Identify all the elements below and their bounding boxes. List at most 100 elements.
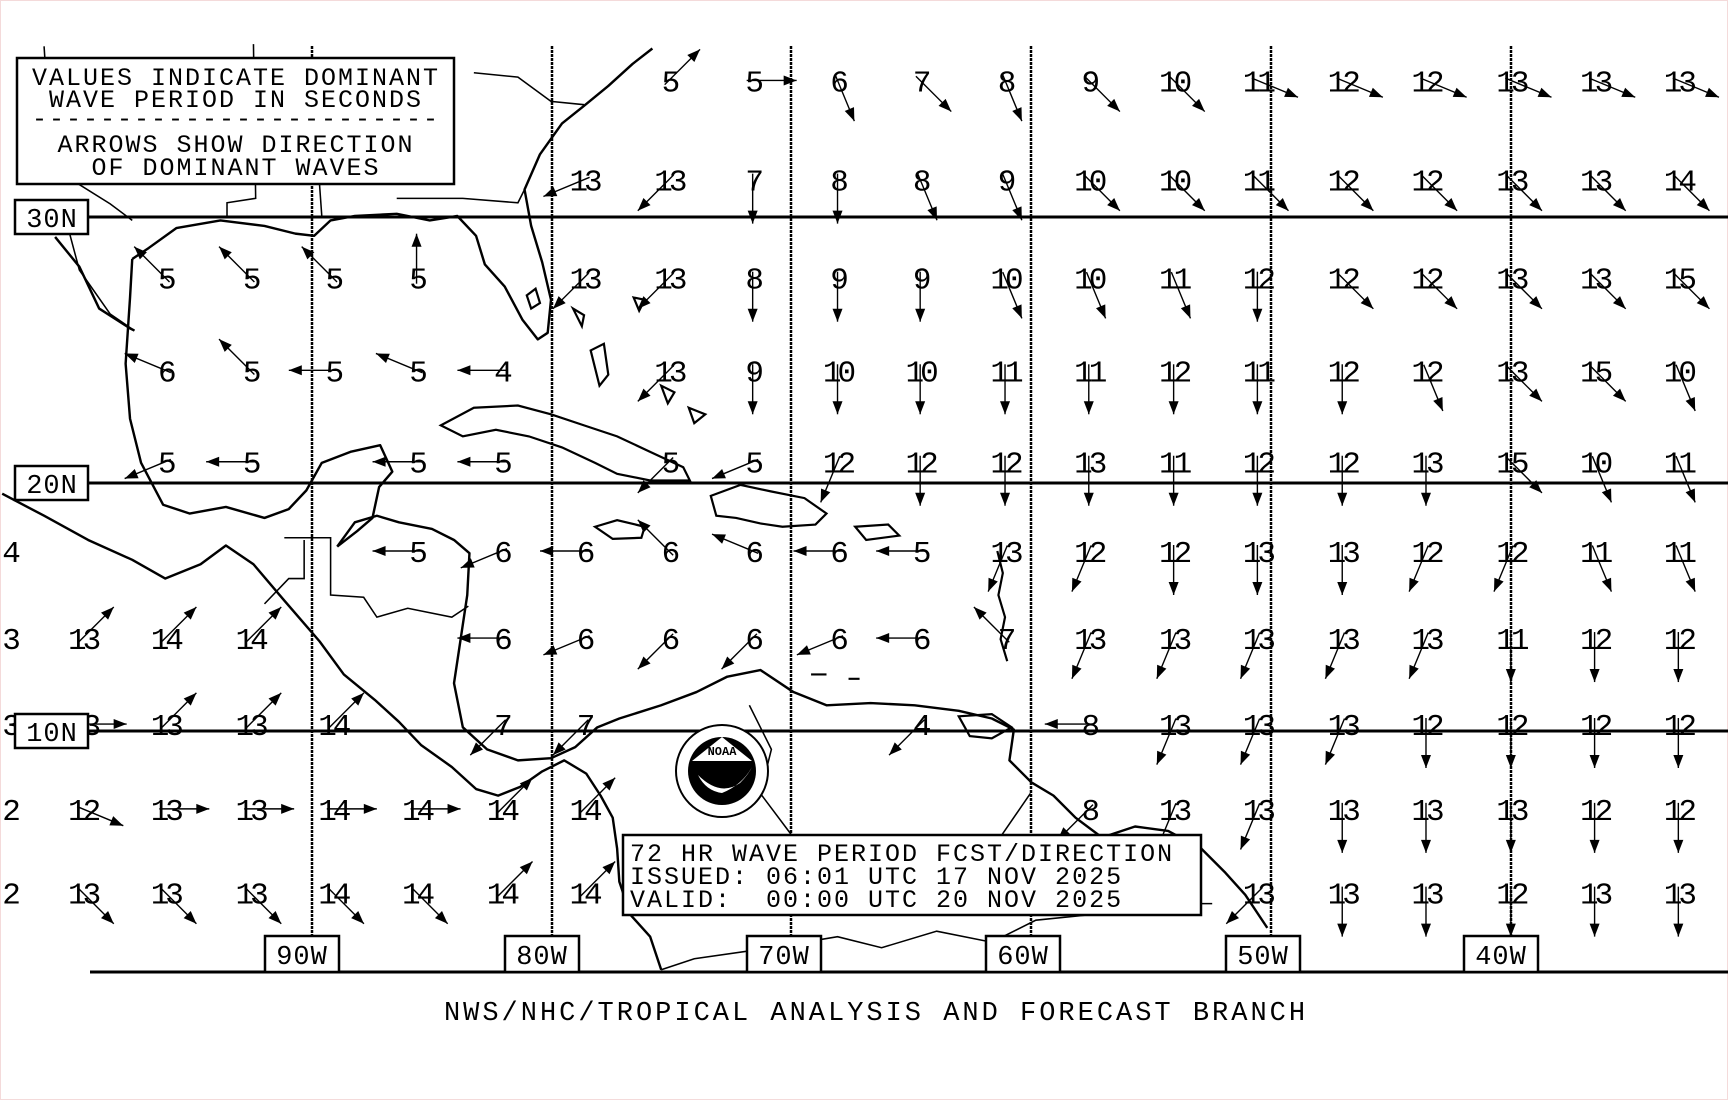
wave-cell: 2	[2, 879, 23, 914]
wave-period-value: 13	[1664, 66, 1696, 101]
wave-period-value: 11	[1074, 356, 1107, 391]
wave-direction-arrow-head	[1337, 582, 1348, 595]
wave-direction-arrow-head	[1409, 577, 1419, 592]
wave-period-value: 7	[745, 166, 762, 201]
wave-direction-arrow-head	[1505, 923, 1516, 937]
wave-period-value: 13	[1243, 624, 1275, 659]
wave-period-value: 7	[494, 710, 511, 745]
wave-period-value: 5	[243, 356, 260, 391]
wave-period-value: 13	[1159, 624, 1191, 659]
wave-direction-arrow-head	[844, 107, 855, 122]
wave-direction-arrow-head	[288, 365, 302, 376]
wave-period-value: 12	[1411, 166, 1443, 201]
wave-direction-arrow-head	[973, 606, 987, 620]
wave-period-value: 12	[68, 795, 100, 830]
wave-direction-arrow-head	[351, 692, 364, 706]
wave-direction-arrow-head	[637, 388, 651, 402]
wave-period-value: 5	[409, 264, 426, 299]
wave-period-value: 5	[494, 448, 511, 483]
wave-direction-arrow-head	[889, 742, 902, 756]
wave-period-value: 12	[1328, 448, 1360, 483]
wave-period-value: 13	[1159, 710, 1191, 745]
wave-direction-arrow-head	[543, 645, 558, 655]
wave-period-value: 12	[1159, 537, 1191, 572]
wave-period-value: 12	[1328, 166, 1360, 201]
wave-direction-arrow-head	[915, 492, 926, 506]
wave-period-value: 5	[325, 264, 342, 299]
wave-direction-arrow-head	[1226, 911, 1239, 924]
wave-direction-arrow-head	[1071, 577, 1082, 592]
wave-period-value: 12	[1664, 710, 1696, 745]
wave-cell: 3	[2, 624, 23, 659]
wave-direction-arrow-head	[1337, 923, 1348, 937]
wave-period-value: 12	[990, 448, 1022, 483]
wave-direction-arrow-head	[1107, 98, 1120, 112]
wave-period-value: 13	[151, 879, 183, 914]
wave-period-value: 7	[913, 66, 930, 101]
wave-period-value: 14	[318, 710, 351, 745]
wave-direction-arrow-head	[124, 468, 139, 479]
wave-direction-arrow-head	[268, 606, 282, 620]
wave-direction-arrow-head	[447, 803, 461, 814]
wave-period-value: 5	[409, 537, 426, 572]
wave-period-value: 2	[2, 795, 19, 830]
wave-direction-arrow-head	[602, 861, 616, 875]
wave-period-value: 9	[745, 356, 762, 391]
wave-period-value: 13	[236, 710, 268, 745]
wave-period-value: 13	[1243, 537, 1275, 572]
wave-period-value: 12	[1074, 537, 1106, 572]
wave-period-value: 5	[243, 448, 260, 483]
wave-period-value: 14	[569, 879, 602, 914]
wave-direction-arrow-head	[1452, 87, 1467, 98]
wave-period-value: 13	[1159, 795, 1191, 830]
wave-direction-arrow-head	[460, 558, 475, 568]
wave-period-value: 13	[1411, 448, 1443, 483]
wave-period-value: 13	[236, 879, 268, 914]
wave-period-value: 12	[1159, 356, 1191, 391]
wave-period-value: 13	[1411, 624, 1443, 659]
wave-direction-arrow-head	[1252, 492, 1263, 506]
wave-direction-arrow-head	[1420, 492, 1431, 506]
wave-period-value: 13	[1411, 879, 1443, 914]
wave-period-value: 12	[1580, 624, 1612, 659]
wave-period-value: 10	[1159, 166, 1191, 201]
wave-period-value: 8	[745, 264, 762, 299]
wave-direction-arrow-head	[1673, 923, 1684, 937]
wave-direction-arrow-head	[1612, 388, 1626, 402]
wave-direction-arrow-head	[1168, 492, 1179, 506]
wave-period-value: 13	[151, 795, 183, 830]
wave-period-value: 14	[402, 795, 435, 830]
wave-direction-arrow-head	[124, 353, 139, 364]
wave-direction-arrow-head	[411, 233, 422, 247]
wave-period-value: 12	[1580, 710, 1612, 745]
wave-period-value: 13	[1580, 166, 1612, 201]
wave-period-value: 13	[1243, 710, 1275, 745]
wave-direction-arrow-head	[712, 468, 726, 479]
wave-direction-arrow-head	[637, 480, 651, 493]
wave-direction-arrow-head	[637, 656, 651, 670]
wave-period-value: 12	[1664, 795, 1696, 830]
wave-period-value: 12	[1243, 264, 1275, 299]
wave-direction-arrow-head	[832, 401, 843, 415]
wave-period-value: 13	[1664, 879, 1696, 914]
wave-direction-arrow-head	[1107, 198, 1120, 211]
wave-direction-arrow-head	[915, 401, 926, 415]
wave-period-value: 13	[1580, 264, 1612, 299]
wave-direction-arrow-head	[1696, 198, 1710, 211]
wave-period-value: 9	[1081, 66, 1098, 101]
wave-period-value: 11	[1496, 624, 1529, 659]
wave-direction-arrow-head	[747, 401, 758, 415]
wave-direction-arrow-head	[1252, 308, 1263, 322]
wave-period-value: 14	[1664, 166, 1697, 201]
wave-direction-arrow-head	[183, 911, 197, 924]
wave-direction-arrow-head	[301, 246, 315, 260]
wave-direction-arrow-head	[1325, 750, 1335, 765]
wave-direction-arrow-head	[876, 633, 890, 644]
wave-period-value: 13	[1496, 356, 1528, 391]
legend-line-4: OF DOMINANT WAVES	[91, 154, 380, 183]
wave-direction-arrow-head	[938, 98, 952, 112]
wave-period-value: 5	[409, 448, 426, 483]
wave-direction-arrow-head	[1529, 296, 1542, 309]
wave-direction-arrow-head	[351, 911, 364, 924]
legend-box: VALUES INDICATE DOMINANT WAVE PERIOD IN …	[15, 56, 456, 186]
